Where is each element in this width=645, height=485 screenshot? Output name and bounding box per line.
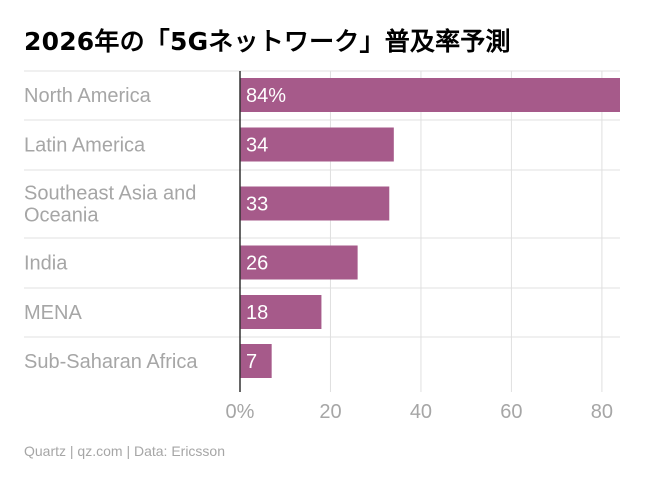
- category-label: Latin America: [24, 135, 146, 157]
- x-tick-label: 60: [500, 401, 522, 423]
- bar: [240, 127, 394, 162]
- bar-value-label: 84%: [246, 85, 286, 107]
- category-label: MENA: [24, 302, 82, 324]
- category-label: Southeast Asia and: [24, 183, 196, 205]
- x-tick-label: 20: [319, 401, 341, 423]
- category-label: North America: [24, 85, 152, 107]
- bar-value-label: 34: [246, 135, 268, 157]
- category-label: Sub-Saharan Africa: [24, 351, 198, 373]
- bar-value-label: 18: [246, 302, 268, 324]
- bar-value-label: 26: [246, 253, 268, 275]
- bar: [240, 245, 358, 280]
- category-label: Oceania: [24, 205, 99, 227]
- chart-title: 2026年の「5Gネットワーク」普及率予測: [24, 27, 511, 56]
- x-tick-label: 80: [591, 401, 613, 423]
- bar: [240, 186, 390, 221]
- bar: [240, 78, 620, 112]
- category-label: India: [24, 253, 68, 275]
- bar: [240, 295, 322, 329]
- bar-value-label: 33: [246, 194, 268, 216]
- source-footer: Quartz | qz.com | Data: Ericsson: [24, 443, 226, 459]
- x-tick-label: 0%: [226, 401, 255, 423]
- bar: [240, 344, 272, 378]
- bar-value-label: 7: [246, 351, 257, 373]
- x-tick-label: 40: [410, 401, 432, 423]
